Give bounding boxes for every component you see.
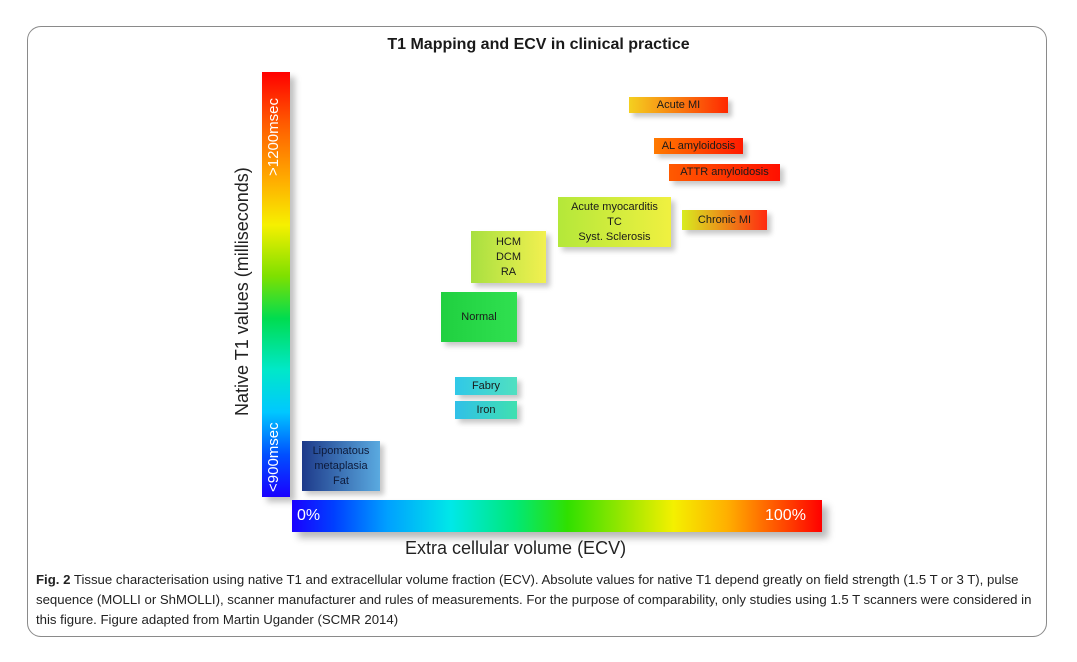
condition-label: metaplasia [314,459,368,472]
condition-label: Normal [461,310,497,323]
x-axis-label: Extra cellular volume (ECV) [405,538,627,558]
condition-label: RA [500,265,517,278]
condition-label: Acute myocarditis [571,200,658,213]
condition-label: Fabry [471,379,501,392]
condition-label: DCM [495,250,522,263]
condition-label: Fat [333,474,349,487]
condition-label: Chronic MI [697,213,752,226]
condition-box-attr-amyloidosis: ATTR amyloidosis [669,164,780,181]
figure-caption: Fig. 2 Tissue characterisation using nat… [36,570,1036,630]
condition-label: AL amyloidosis [661,139,736,152]
condition-box-al-amyloidosis: AL amyloidosis [654,138,743,154]
x-axis-left-tick: 0% [297,507,321,524]
condition-label: Lipomatous [312,444,370,457]
condition-box-iron: Iron [455,401,517,419]
condition-box-fabry: Fabry [455,377,517,395]
condition-box-acute-mi: Acute MI [629,97,728,113]
condition-label: HCM [495,235,522,248]
condition-label: ATTR amyloidosis [680,166,769,178]
y-axis-label: Native T1 values (milliseconds) [232,167,252,416]
condition-box-lipomatous-fat: Lipomatous metaplasia Fat [302,441,380,491]
figure-frame [27,26,1047,637]
x-axis-color-bar [292,500,822,532]
y-axis-color-bar [262,72,290,497]
y-axis-bottom-tick: <900msec [265,422,282,492]
condition-label: Syst. Sclerosis [578,230,651,243]
caption-text: Tissue characterisation using native T1 … [36,572,1032,627]
figure-number: Fig. 2 [36,572,71,587]
x-axis-right-tick: 100% [765,507,806,524]
condition-box-chronic-mi: Chronic MI [682,210,767,230]
condition-box-hcm-dcm-ra: HCM DCM RA [471,231,546,283]
figure-title: T1 Mapping and ECV in clinical practice [387,36,690,53]
condition-label: Acute MI [656,98,701,111]
condition-box-normal: Normal [441,292,517,342]
condition-label: Iron [476,403,496,416]
condition-label: TC [607,215,622,228]
condition-box-acute-myocarditis: Acute myocarditis TC Syst. Sclerosis [558,197,671,247]
y-axis-top-tick: >1200msec [265,98,282,176]
